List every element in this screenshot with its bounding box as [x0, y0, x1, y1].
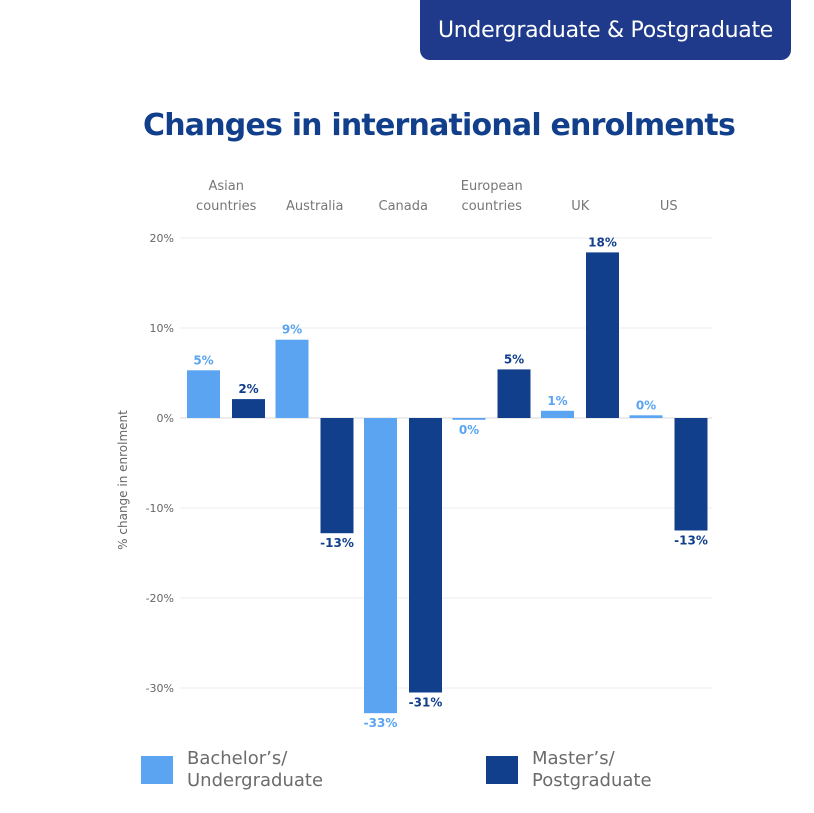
data-label: 9%	[282, 323, 302, 337]
section-tab-label: Undergraduate & Postgraduate	[437, 17, 774, 43]
category-label: UK	[571, 199, 590, 214]
data-label: 2%	[238, 382, 258, 396]
data-label: 5%	[504, 352, 524, 366]
bar	[275, 339, 309, 418]
data-label: 5%	[193, 353, 213, 367]
data-label: -33%	[364, 716, 398, 730]
category-label: Canada	[379, 199, 428, 214]
category-label: Australia	[286, 199, 344, 214]
category-label: US	[660, 199, 678, 214]
data-label: 1%	[547, 394, 567, 408]
data-label: 0%	[459, 423, 479, 437]
legend-item-master: Master’s/ Postgraduate	[486, 748, 652, 792]
y-tick-label: -10%	[146, 502, 174, 515]
data-label: 0%	[636, 398, 656, 412]
bar	[320, 418, 354, 534]
chart-title: Changes in international enrolments	[143, 108, 736, 143]
bar	[452, 418, 486, 420]
legend-label-bachelor: Bachelor’s/ Undergraduate	[187, 748, 324, 791]
bar	[187, 370, 220, 418]
bar	[541, 410, 574, 418]
bar	[232, 399, 265, 418]
bar	[364, 418, 397, 714]
section-tab[interactable]: Undergraduate & Postgraduate	[420, 0, 791, 60]
bar	[586, 252, 619, 418]
bar	[409, 418, 442, 693]
bar	[629, 415, 663, 418]
data-label: -13%	[674, 534, 708, 548]
y-tick-label: 0%	[157, 412, 174, 425]
y-axis-label: % change in enrolment	[116, 410, 130, 550]
y-tick-label: -30%	[146, 682, 174, 695]
legend-swatch-bachelor	[141, 756, 173, 784]
y-tick-label: 10%	[150, 322, 174, 335]
y-tick-label: -20%	[146, 592, 174, 605]
legend-label-master: Master’s/ Postgraduate	[532, 748, 652, 791]
data-label: 18%	[588, 235, 617, 249]
bar	[497, 369, 531, 418]
legend-swatch-master	[486, 756, 518, 784]
bar	[674, 418, 708, 531]
category-label: European	[461, 179, 523, 194]
legend-item-bachelor: Bachelor’s/ Undergraduate	[141, 748, 323, 792]
category-label: countries	[196, 199, 257, 214]
y-tick-label: 20%	[150, 232, 174, 245]
bar-chart: 20% 10% 0% -10% -20% -30% % change in enrolmen…	[116, 179, 712, 730]
category-label: Asian	[209, 179, 244, 194]
data-label: -31%	[409, 696, 443, 710]
category-label: countries	[462, 199, 523, 214]
data-label: -13%	[320, 536, 354, 550]
